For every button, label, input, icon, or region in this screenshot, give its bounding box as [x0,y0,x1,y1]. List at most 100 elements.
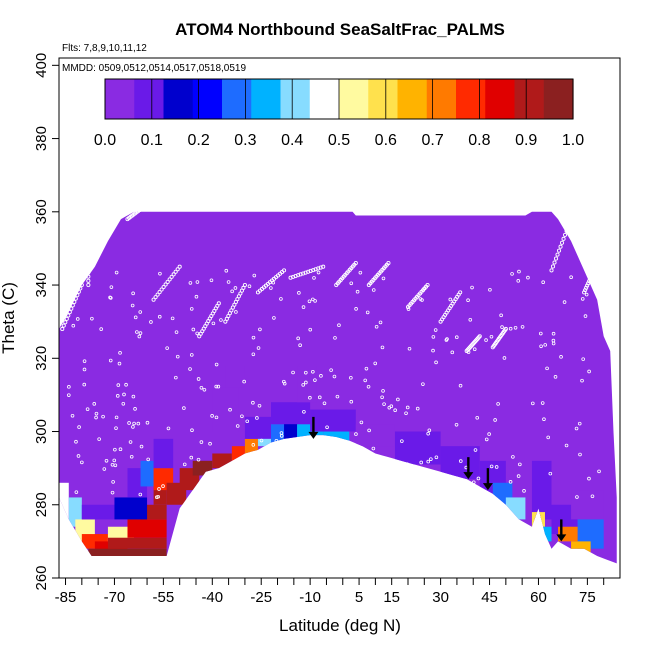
sample-point [433,328,438,332]
sample-point [484,437,489,442]
sample-point [86,282,91,288]
sample-point [484,338,488,342]
sample-point [586,281,591,286]
sample-point [138,310,143,314]
sample-point [502,356,507,360]
sample-point [86,278,91,283]
sample-point [90,316,94,321]
sample-point [337,323,341,328]
x-tick-label: -40 [201,589,223,606]
sample-point [114,415,119,420]
colorbar-swatch [105,79,135,119]
sample-point [349,375,353,380]
sample-point [418,478,423,482]
sample-point [251,352,256,357]
heatmap-cell [192,460,213,476]
colorbar-swatch [280,79,311,119]
sample-point [94,411,99,416]
sample-point [159,287,164,292]
sample-point [543,343,548,347]
sample-point [487,432,491,436]
x-tick-label: 5 [355,589,363,606]
sample-point [157,487,161,491]
sample-point [107,222,112,227]
sample-point [282,379,286,384]
heatmap-cell [531,460,552,520]
sample-point [101,229,106,234]
sample-point [130,303,135,308]
sample-point [562,300,567,304]
sample-point [175,267,180,272]
sample-point [251,443,256,447]
colorbar-swatch [456,79,486,119]
sample-point [578,452,582,457]
sample-point [196,457,201,462]
sample-point [235,490,240,495]
sample-point [108,295,112,300]
heatmap-cell [271,402,311,425]
sample-point [371,446,376,451]
sample-point [354,432,358,436]
colorbar-tick-label: 0.6 [375,132,397,149]
sample-point [396,481,400,485]
sample-point [313,378,317,382]
sample-point [304,370,308,375]
sample-point [86,236,91,241]
sample-point [583,288,588,293]
sample-point [581,357,585,361]
colorbar-tick-label: 0.0 [94,132,116,149]
sample-point [468,317,473,322]
heatmap-cell [244,416,272,439]
sample-point [549,268,554,273]
sample-point [188,367,192,371]
sample-point [371,288,376,292]
sample-point [458,459,463,463]
sample-point [556,248,562,253]
colorbar-swatch [368,79,399,119]
sample-point [307,475,312,479]
sample-point [575,495,579,499]
sample-point [315,438,320,443]
sample-point [448,297,453,302]
sample-point [564,443,569,448]
sample-point [122,392,126,397]
sample-point [322,401,327,406]
sample-point [344,441,349,446]
sample-point [552,260,557,265]
sample-point [381,389,385,393]
sample-point [308,395,312,400]
sample-point [102,467,107,471]
sample-point [405,462,409,466]
sample-point [171,272,176,277]
sample-point [61,323,66,328]
sample-point [124,382,128,387]
sample-point [92,402,97,406]
sample-point [86,257,91,262]
sample-point [555,252,560,257]
sample-point [424,494,429,499]
sample-point [426,431,430,436]
sample-point [431,335,436,339]
sample-point [301,305,306,309]
sample-point [332,374,337,379]
colorbar-swatch [426,79,457,119]
sample-point [333,336,337,340]
colorbar-swatch [309,79,340,119]
sample-point [317,395,322,400]
sample-point [251,335,256,340]
sample-point [258,327,262,332]
sample-point [429,457,433,461]
sample-point [364,366,369,371]
colorbar-tick-label: 0.1 [141,132,163,149]
sample-point [243,489,248,493]
sample-point [566,224,571,230]
sample-point [400,476,405,480]
sample-point [546,435,550,440]
sample-point [569,275,573,280]
sample-point [224,268,229,273]
sample-point [97,437,101,441]
sample-point [191,327,196,332]
sample-point [517,269,521,274]
sample-point [551,331,556,336]
